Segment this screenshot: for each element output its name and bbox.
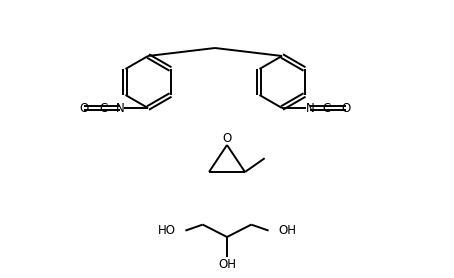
Text: HO: HO xyxy=(158,224,175,237)
Text: O: O xyxy=(79,101,88,115)
Text: O: O xyxy=(342,101,351,115)
Text: OH: OH xyxy=(279,224,296,237)
Text: N: N xyxy=(116,101,124,115)
Text: N: N xyxy=(306,101,314,115)
Text: C: C xyxy=(99,101,107,115)
Text: C: C xyxy=(323,101,331,115)
Text: O: O xyxy=(222,131,232,145)
Text: OH: OH xyxy=(218,257,236,270)
